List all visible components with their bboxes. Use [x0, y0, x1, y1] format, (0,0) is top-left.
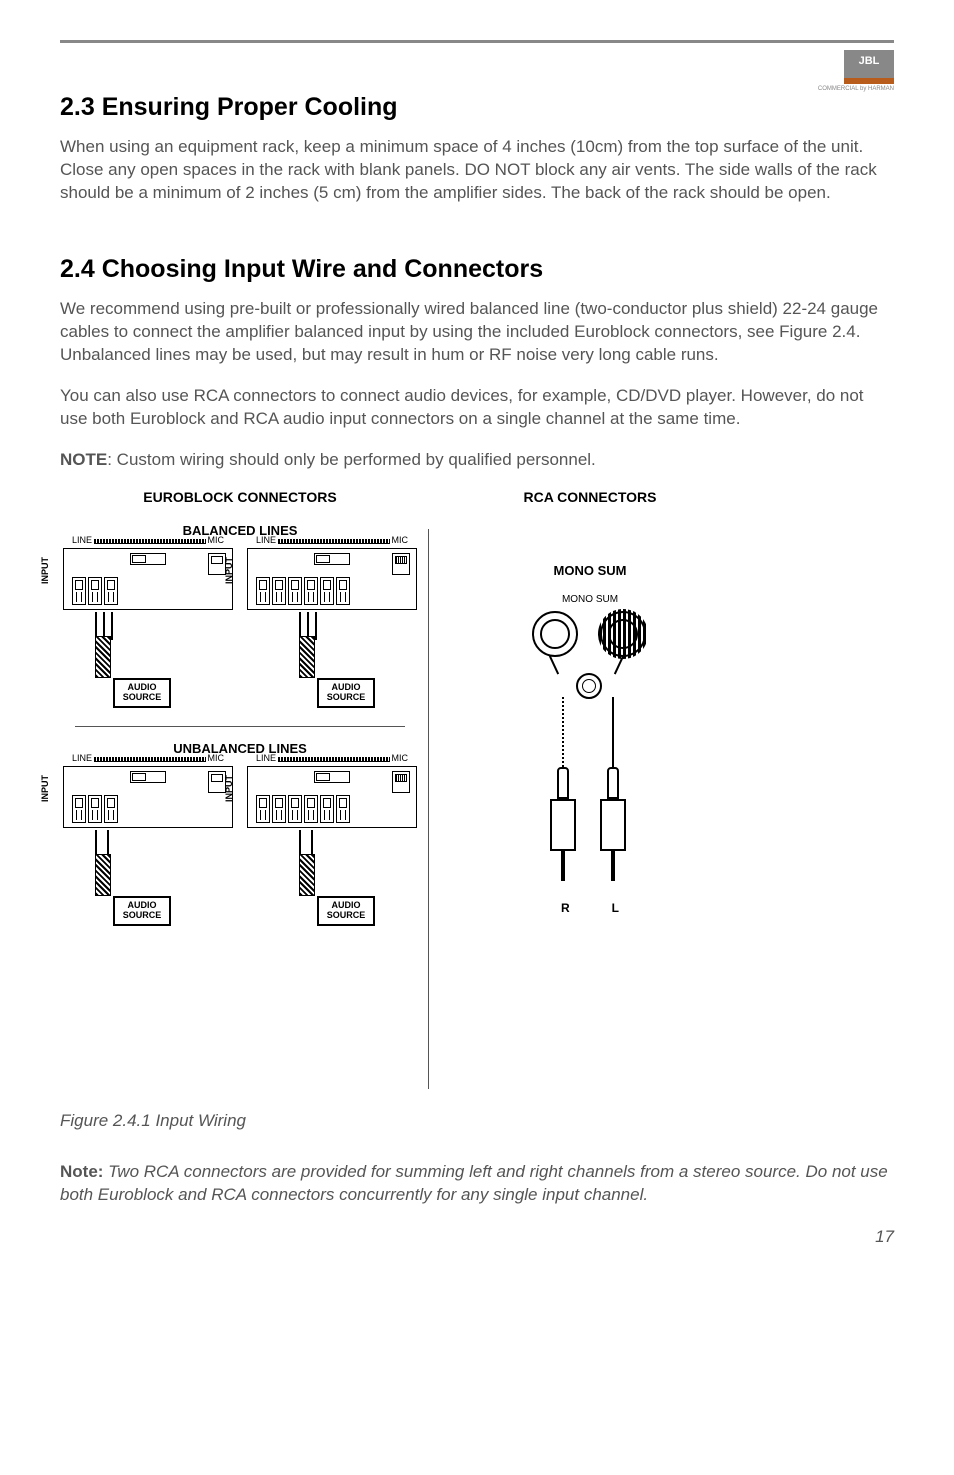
- rca-column: RCA CONNECTORS MONO SUM MONO SUM: [440, 489, 740, 921]
- line-mic-switch-icon: [314, 553, 350, 565]
- rca-plug-icon: [598, 767, 628, 881]
- line-label: LINE: [72, 753, 92, 763]
- note-text: : Custom wiring should only be performed…: [107, 450, 596, 469]
- audio-source-box: AUDIOSOURCE: [317, 678, 375, 708]
- mono-sum-small-label: MONO SUM: [440, 594, 740, 605]
- audio-source-box: AUDIOSOURCE: [113, 896, 171, 926]
- mic-label: MIC: [392, 753, 409, 763]
- euroblock-title: EUROBLOCK CONNECTORS: [60, 489, 420, 505]
- section-2-3-heading: 2.3 Ensuring Proper Cooling: [60, 93, 894, 122]
- junction-icon: [576, 673, 602, 699]
- audio-source-box: AUDIOSOURCE: [317, 896, 375, 926]
- euroblock-connector: LINE MIC INPUT: [247, 548, 417, 610]
- figure-horizontal-divider: [75, 726, 405, 727]
- line-label: LINE: [72, 535, 92, 545]
- rca-jack-icon: [532, 611, 578, 657]
- figure-2-4-1: EUROBLOCK CONNECTORS BALANCED LINES LINE…: [60, 489, 894, 1099]
- unbalanced-block-1: LINE MIC INPUT: [63, 766, 233, 930]
- input-label: INPUT: [40, 775, 50, 802]
- cable-sleeve-icon: [299, 636, 315, 678]
- trim-control-icon: [392, 553, 410, 575]
- euroblock-ports: [256, 795, 350, 823]
- cable-sleeve-icon: [95, 854, 111, 896]
- brand-sub: COMMERCIAL by HARMAN: [818, 86, 894, 92]
- line-label: LINE: [256, 535, 276, 545]
- rca-jack-icon: [600, 611, 646, 657]
- section-2-3-paragraph: When using an equipment rack, keep a min…: [60, 136, 894, 205]
- note-label: NOTE: [60, 450, 107, 469]
- footer-note-label: Note:: [60, 1162, 103, 1181]
- balanced-row: LINE MIC INPUT: [60, 548, 420, 712]
- section-2-4-p1: We recommend using pre-built or professi…: [60, 298, 894, 367]
- trim-control-icon: [392, 771, 410, 793]
- input-label: INPUT: [224, 557, 234, 584]
- input-label: INPUT: [40, 557, 50, 584]
- euroblock-connector: LINE MIC INPUT: [63, 766, 233, 828]
- input-label: INPUT: [224, 775, 234, 802]
- section-2-4-heading: 2.4 Choosing Input Wire and Connectors: [60, 255, 894, 284]
- unbalanced-block-2: LINE MIC INPUT: [247, 766, 417, 930]
- line-mic-switch-icon: [130, 771, 166, 783]
- l-label: L: [612, 901, 619, 915]
- euroblock-connector: LINE MIC INPUT: [63, 548, 233, 610]
- footer-note-text: Two RCA connectors are provided for summ…: [60, 1162, 888, 1204]
- euroblock-ports: [72, 577, 118, 605]
- footer-note: Note: Two RCA connectors are provided fo…: [60, 1161, 894, 1207]
- r-label: R: [561, 901, 570, 915]
- euroblock-connector: LINE MIC INPUT: [247, 766, 417, 828]
- euroblock-ports: [72, 795, 118, 823]
- audio-source-box: AUDIOSOURCE: [113, 678, 171, 708]
- rca-title: RCA CONNECTORS: [440, 489, 740, 505]
- top-divider: [60, 40, 894, 43]
- balanced-block-2: LINE MIC INPUT: [247, 548, 417, 712]
- mic-label: MIC: [208, 535, 225, 545]
- rca-plug-icon: [548, 767, 578, 881]
- section-2-4-p2: You can also use RCA connectors to conne…: [60, 385, 894, 431]
- figure-caption: Figure 2.4.1 Input Wiring: [60, 1111, 894, 1131]
- cable-sleeve-icon: [95, 636, 111, 678]
- mic-label: MIC: [392, 535, 409, 545]
- line-mic-switch-icon: [130, 553, 166, 565]
- figure-vertical-divider: [428, 529, 429, 1089]
- line-label: LINE: [256, 753, 276, 763]
- cable-sleeve-icon: [299, 854, 315, 896]
- euroblock-column: EUROBLOCK CONNECTORS BALANCED LINES LINE…: [60, 489, 420, 930]
- section-2-4-note: NOTE: Custom wiring should only be perfo…: [60, 449, 894, 472]
- unbalanced-row: LINE MIC INPUT: [60, 766, 420, 930]
- line-mic-switch-icon: [314, 771, 350, 783]
- mono-sum-title: MONO SUM: [440, 563, 740, 578]
- mic-label: MIC: [208, 753, 225, 763]
- page-number: 17: [60, 1227, 894, 1247]
- euroblock-ports: [256, 577, 350, 605]
- balanced-block-1: LINE MIC INPUT: [63, 548, 233, 712]
- brand-logo: JBL: [844, 50, 894, 84]
- rca-diagram: R L: [500, 611, 680, 921]
